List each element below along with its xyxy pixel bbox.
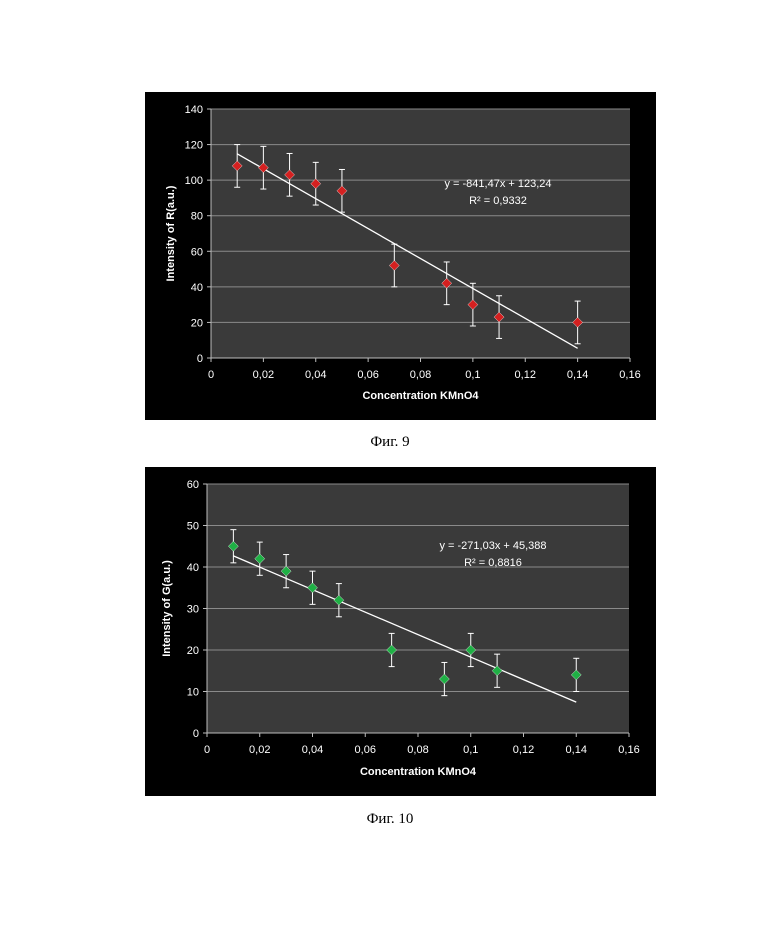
x-tick-label: 0,12 [515,369,536,381]
y-tick-label: 30 [187,604,199,616]
r-squared-label: R² = 0,8816 [464,557,522,569]
x-tick-label: 0,04 [305,369,326,381]
chart-panel-g: 0 10 20 30 40 50 60 0 0,02 0,04 0,06 0,08 0,1 0,12 0,1… [145,467,656,796]
x-tick-label: 0,16 [618,744,639,756]
x-tick-label: 0,02 [249,744,270,756]
y-tick-label: 40 [191,282,203,294]
plot-area [211,109,630,358]
x-tick-label: 0,12 [513,744,534,756]
y-axis-title: Intensity of R(a.u.) [165,185,177,281]
y-tick-label: 0 [197,353,203,365]
trendline-equation: y = -841,47x + 123,24 [444,178,551,190]
x-tick-label: 0,06 [357,369,378,381]
x-axis-title: Concentration KMnO4 [362,390,479,402]
x-tick-label: 0,04 [302,744,323,756]
trendline-equation: y = -271,03x + 45,388 [439,540,546,552]
x-tick-label: 0 [208,369,214,381]
scatter-chart-r: 0 20 40 60 80 100 120 140 0 0,02 0,04 0,06 0,08 0,1 0,… [145,92,656,420]
y-tick-label: 40 [187,562,199,574]
x-tick-label: 0,08 [407,744,428,756]
y-tick-label: 140 [185,104,203,116]
x-axis-title: Concentration KMnO4 [360,766,477,778]
x-tick-label: 0,1 [465,369,480,381]
x-tick-label: 0,1 [463,744,478,756]
r-squared-label: R² = 0,9332 [469,195,527,207]
y-tick-label: 60 [187,479,199,491]
y-tick-label: 80 [191,211,203,223]
figure-caption-9: Фиг. 9 [0,434,780,451]
y-tick-label: 10 [187,687,199,699]
y-axis-title: Intensity of G(a.u.) [161,560,173,657]
figure-caption-10: Фиг. 10 [0,811,780,828]
x-tick-label: 0,02 [253,369,274,381]
y-tick-label: 20 [187,645,199,657]
y-tick-label: 0 [193,728,199,740]
chart-panel-r: 0 20 40 60 80 100 120 140 0 0,02 0,04 0,06 0,08 0,1 0,… [145,92,656,420]
x-tick-label: 0,14 [567,369,588,381]
y-tick-label: 20 [191,317,203,329]
x-tick-label: 0,16 [619,369,640,381]
x-tick-label: 0 [204,744,210,756]
y-tick-label: 120 [185,140,203,152]
y-tick-label: 100 [185,175,203,187]
y-tick-label: 60 [191,246,203,258]
x-tick-label: 0,08 [410,369,431,381]
x-tick-label: 0,14 [566,744,587,756]
y-tick-label: 50 [187,521,199,533]
scatter-chart-g: 0 10 20 30 40 50 60 0 0,02 0,04 0,06 0,08 0,1 0,12 0,1… [145,467,656,796]
x-tick-label: 0,06 [355,744,376,756]
